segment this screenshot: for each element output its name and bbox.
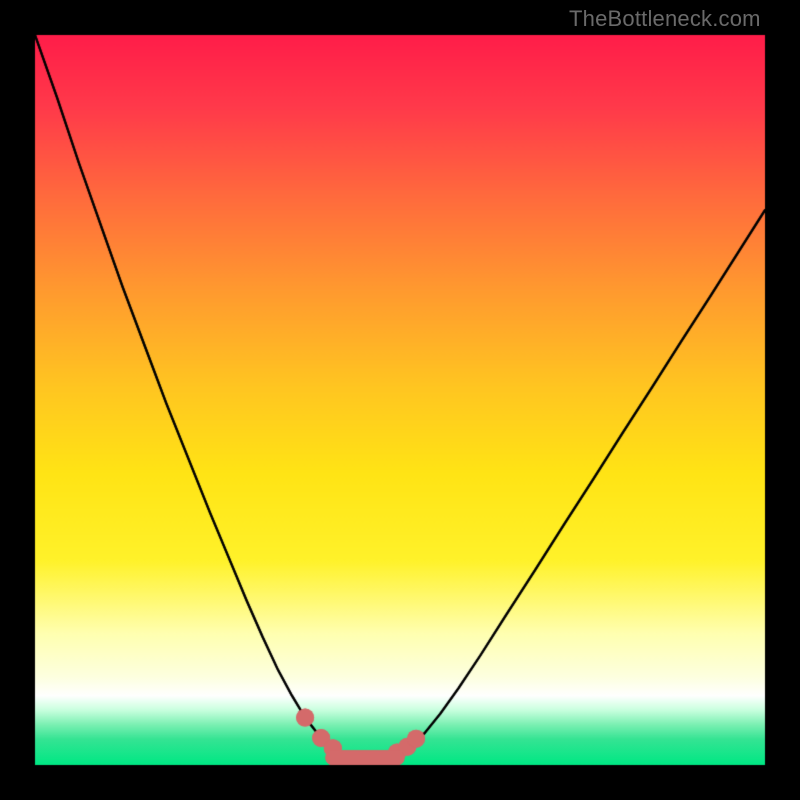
chart-canvas-wrap [0, 0, 800, 800]
watermark-text: TheBottleneck.com [569, 6, 761, 32]
chart-canvas [0, 0, 800, 800]
